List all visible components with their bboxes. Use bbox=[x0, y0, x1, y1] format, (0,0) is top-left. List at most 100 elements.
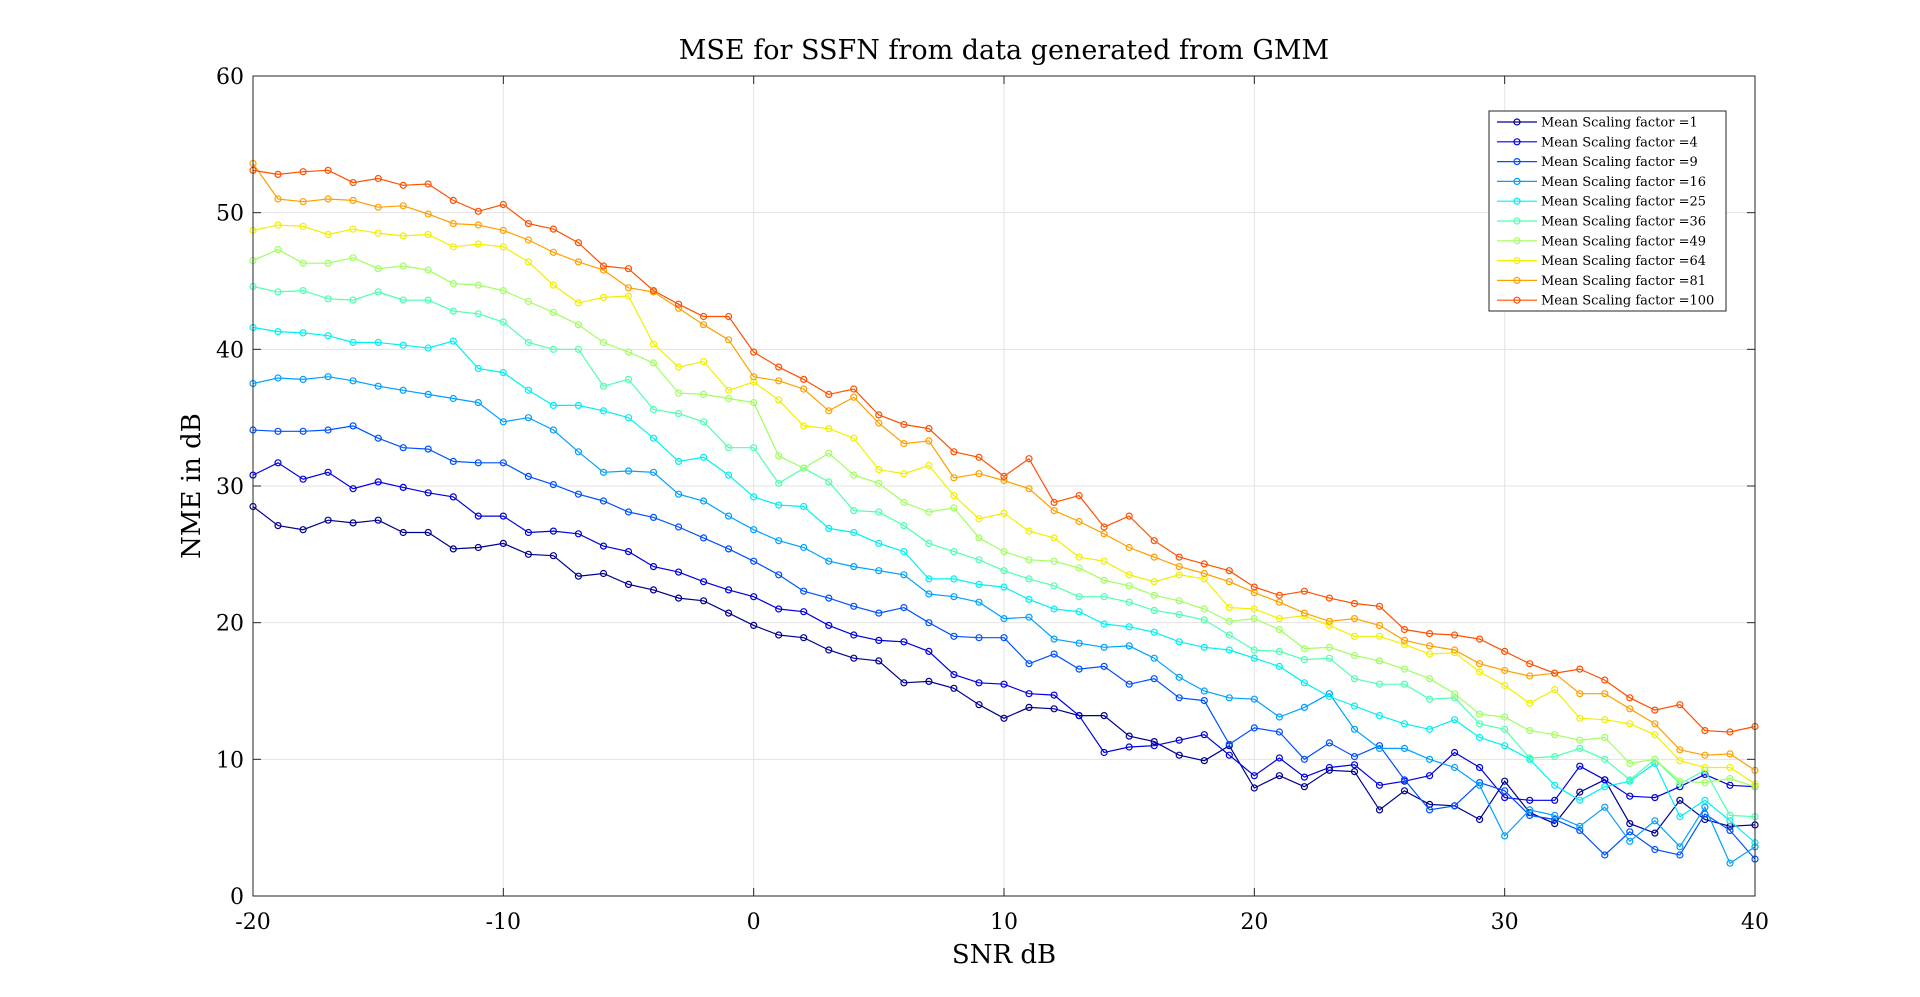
data-point bbox=[1425, 772, 1434, 780]
data-point bbox=[599, 382, 608, 390]
data-point bbox=[875, 539, 883, 548]
data-point bbox=[1350, 761, 1359, 769]
data-point bbox=[524, 236, 533, 244]
legend-label: Mean Scaling factor =16 bbox=[1541, 175, 1706, 190]
data-point bbox=[950, 684, 958, 692]
data-point bbox=[374, 434, 382, 442]
data-point bbox=[1000, 472, 1008, 480]
data-point bbox=[875, 508, 883, 516]
data-point bbox=[1325, 643, 1334, 651]
data-point bbox=[1325, 621, 1334, 630]
series-group bbox=[249, 159, 1759, 774]
data-point bbox=[349, 338, 357, 347]
data-point bbox=[1651, 706, 1659, 714]
data-point bbox=[875, 466, 883, 474]
data-point bbox=[499, 459, 507, 467]
data-point bbox=[1200, 605, 1208, 613]
data-point bbox=[1375, 711, 1384, 720]
data-point bbox=[524, 258, 533, 266]
data-point bbox=[1050, 534, 1058, 542]
data-point bbox=[424, 344, 432, 352]
data-point bbox=[1100, 643, 1108, 651]
data-point bbox=[1651, 817, 1659, 825]
data-point bbox=[950, 547, 958, 556]
data-point bbox=[1125, 680, 1133, 688]
data-point bbox=[499, 418, 507, 426]
data-point bbox=[1501, 681, 1509, 690]
data-point bbox=[499, 369, 507, 377]
series-group bbox=[249, 166, 1759, 736]
data-point bbox=[950, 575, 958, 583]
data-point bbox=[549, 426, 558, 434]
data-point bbox=[499, 200, 507, 209]
data-point bbox=[925, 647, 933, 656]
data-point bbox=[1626, 837, 1634, 845]
data-point bbox=[299, 475, 307, 483]
data-point bbox=[1375, 632, 1384, 640]
data-point bbox=[1501, 832, 1509, 840]
data-point bbox=[1726, 811, 1734, 820]
data-point bbox=[875, 609, 883, 617]
data-point bbox=[1000, 547, 1008, 556]
data-point bbox=[1225, 694, 1233, 702]
data-point bbox=[1475, 720, 1484, 728]
data-point bbox=[324, 516, 332, 524]
data-point bbox=[1400, 680, 1409, 688]
series-layer bbox=[249, 159, 1759, 867]
data-point bbox=[1551, 781, 1559, 789]
data-point bbox=[624, 547, 633, 556]
data-point bbox=[1150, 628, 1158, 636]
data-point bbox=[900, 571, 908, 579]
data-point bbox=[1025, 455, 1033, 463]
data-point bbox=[925, 461, 933, 470]
data-point bbox=[1200, 560, 1208, 568]
data-point bbox=[349, 377, 357, 385]
data-point bbox=[1050, 507, 1058, 515]
data-point bbox=[699, 321, 708, 329]
data-point bbox=[825, 425, 833, 433]
data-point bbox=[1726, 859, 1734, 867]
legend-label: Mean Scaling factor =9 bbox=[1541, 155, 1698, 170]
data-point bbox=[699, 390, 708, 398]
data-point bbox=[1075, 711, 1083, 720]
data-point bbox=[950, 492, 958, 500]
series-group bbox=[249, 502, 1759, 837]
data-point bbox=[274, 221, 282, 229]
data-point bbox=[1075, 665, 1083, 673]
data-point bbox=[549, 345, 558, 353]
data-point bbox=[1125, 642, 1133, 650]
data-point bbox=[1150, 737, 1158, 746]
data-point bbox=[875, 657, 883, 665]
data-point bbox=[925, 437, 933, 445]
data-point bbox=[1325, 739, 1334, 747]
data-point bbox=[1425, 755, 1434, 763]
data-point bbox=[950, 670, 958, 679]
data-point bbox=[399, 341, 407, 349]
data-point bbox=[624, 292, 633, 300]
data-point bbox=[1050, 635, 1058, 643]
data-point bbox=[324, 426, 332, 434]
data-point bbox=[1701, 803, 1709, 811]
data-point bbox=[674, 523, 683, 531]
data-point bbox=[800, 375, 808, 383]
data-point bbox=[449, 394, 457, 403]
data-point bbox=[474, 207, 482, 215]
series-line bbox=[252, 169, 1756, 733]
data-point bbox=[549, 248, 558, 256]
data-point bbox=[875, 636, 883, 645]
data-point bbox=[750, 378, 758, 386]
y-tick-label: 50 bbox=[216, 202, 244, 227]
data-point bbox=[499, 539, 507, 548]
data-point bbox=[975, 515, 983, 523]
data-point bbox=[724, 386, 733, 394]
data-point bbox=[1576, 796, 1584, 804]
data-point bbox=[1225, 578, 1233, 586]
data-point bbox=[649, 513, 658, 522]
data-point bbox=[1250, 605, 1258, 613]
data-point bbox=[1501, 713, 1509, 721]
data-point bbox=[624, 348, 633, 356]
legend-marker bbox=[1513, 197, 1521, 205]
data-point bbox=[800, 587, 808, 595]
data-point bbox=[925, 619, 933, 627]
data-point bbox=[499, 243, 507, 251]
